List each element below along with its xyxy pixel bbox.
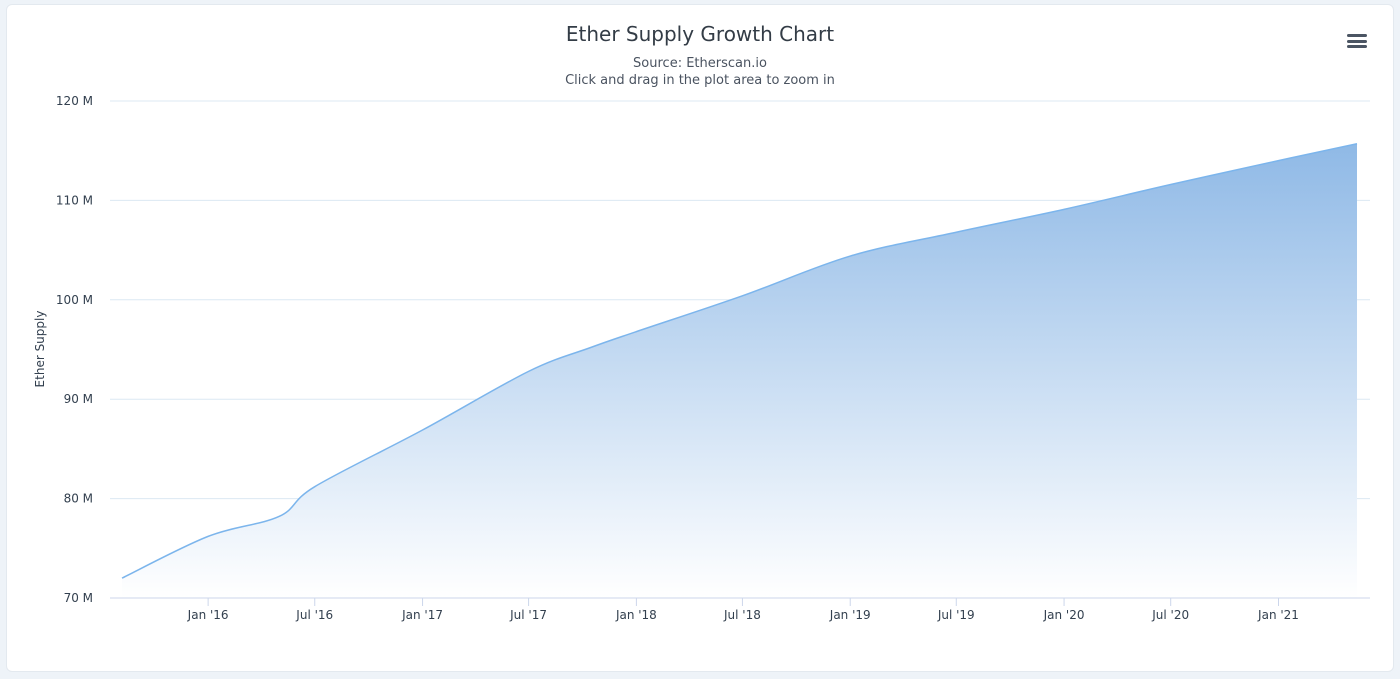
y-tick-label: 70 M: [64, 591, 93, 605]
x-tick-label: Jan '21: [1257, 608, 1299, 622]
y-axis-title: Ether Supply: [33, 311, 47, 388]
x-tick-label: Jan '18: [615, 608, 657, 622]
chart-title: Ether Supply Growth Chart: [565, 22, 835, 46]
y-tick-label: 90 M: [64, 392, 93, 406]
chart-menu-button[interactable]: [1338, 26, 1376, 56]
y-tick-label: 120 M: [56, 94, 93, 108]
hamburger-menu-icon-bar: [1347, 39, 1367, 43]
x-tick-label: Jan '17: [401, 608, 443, 622]
x-tick-label: Jan '20: [1043, 608, 1085, 622]
series-area-fill: [122, 143, 1357, 598]
y-tick-label: 110 M: [56, 193, 93, 207]
x-tick-label: Jul '18: [723, 608, 761, 622]
y-tick-label: 80 M: [64, 492, 93, 506]
x-tick-label: Jul '20: [1151, 608, 1189, 622]
x-tick-label: Jul '17: [509, 608, 547, 622]
chart-subtitle-source: Source: Etherscan.io: [633, 56, 767, 71]
hamburger-menu-icon: [1347, 34, 1367, 37]
x-tick-label: Jan '19: [829, 608, 871, 622]
y-tick-label: 100 M: [56, 293, 93, 307]
chart-subtitle-zoom-hint: Click and drag in the plot area to zoom …: [565, 73, 835, 88]
series-line: [121, 143, 1358, 579]
x-tick-label: Jan '16: [187, 608, 229, 622]
x-tick-label: Jul '16: [295, 608, 333, 622]
hamburger-menu-icon-bar: [1347, 45, 1367, 48]
x-tick-label: Jul '19: [937, 608, 975, 622]
